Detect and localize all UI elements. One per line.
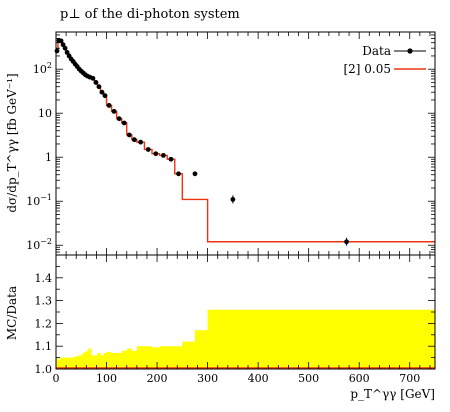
ratio-frame — [55, 254, 436, 370]
data-point — [153, 151, 159, 157]
data-point — [145, 147, 151, 152]
main-y-tick-label: 10 — [38, 107, 52, 120]
chart-title: p⊥ of the di-photon system — [60, 7, 240, 22]
ratio-y-ticks: 1.0 1.1 1.2 1.3 1.4 — [35, 254, 435, 376]
main-y-tick-label: 10−2 — [26, 237, 52, 252]
main-y-tick-label: 10−1 — [26, 193, 52, 208]
legend-mc-label: [2] 0.05 — [343, 62, 391, 76]
x-axis-label: p_T^γγ [GeV] — [350, 387, 435, 401]
x-tick-label: 400 — [248, 372, 269, 385]
data-point — [176, 171, 181, 177]
data-point — [102, 93, 108, 99]
main-y-axis-label: dσ/dp_T^γγ [fb GeV⁻¹] — [5, 73, 19, 212]
main-y-tick-label: 102 — [33, 61, 52, 76]
data-point — [96, 84, 102, 90]
ratio-y-axis-label: MC/Data — [5, 286, 19, 340]
data-point — [192, 171, 198, 177]
x-tick-label: 200 — [147, 372, 168, 385]
ratio-band-area — [56, 309, 435, 369]
x-tick-label: 0 — [53, 372, 60, 385]
data-point — [93, 80, 99, 85]
data-point — [58, 38, 64, 44]
data-point — [111, 108, 117, 114]
x-tick-label: 500 — [298, 372, 319, 385]
data-point — [62, 45, 68, 51]
data-point — [60, 42, 66, 48]
data-point — [160, 152, 166, 158]
x-tick-label: 700 — [399, 372, 420, 385]
legend-data-marker — [407, 48, 413, 54]
x-tick-label: 600 — [349, 372, 370, 385]
data-point — [230, 197, 236, 202]
data-point — [54, 48, 60, 54]
data-point — [131, 137, 137, 143]
data-point — [168, 156, 174, 162]
data-point — [99, 89, 105, 95]
ratio-y-tick-label: 1.2 — [35, 317, 53, 330]
data-points — [54, 38, 349, 246]
ratio-y-tick-label: 1.4 — [35, 272, 53, 285]
data-point — [90, 75, 96, 81]
ratio-uncertainty-band — [56, 309, 435, 369]
main-y-tick-label: 1 — [45, 151, 52, 164]
data-point — [121, 120, 127, 126]
ratio-y-tick-label: 1.3 — [35, 295, 53, 308]
x-tick-label: 100 — [96, 372, 117, 385]
legend-data-label: Data — [362, 44, 391, 58]
data-point — [116, 116, 122, 122]
ratio-x-ticks: 0 100 200 300 400 500 600 700 — [53, 255, 431, 385]
data-point — [64, 50, 70, 55]
ratio-y-tick-label: 1.0 — [35, 363, 53, 376]
data-point — [106, 103, 112, 108]
data-point — [344, 239, 349, 245]
ratio-y-tick-label: 1.1 — [35, 340, 53, 353]
data-point — [126, 132, 132, 138]
data-point — [138, 139, 144, 145]
legend: Data [2] 0.05 — [343, 44, 426, 76]
x-tick-label: 300 — [197, 372, 218, 385]
